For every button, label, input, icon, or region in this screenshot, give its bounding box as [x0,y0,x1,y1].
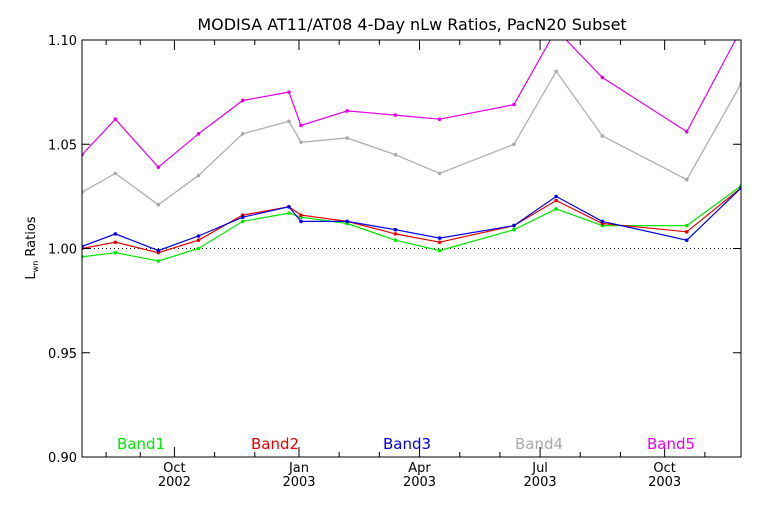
axes-group: 0.900.951.001.051.10Oct2002Jan2003Apr200… [48,34,742,490]
data-point-band3 [287,205,291,209]
series-band1 [82,184,741,263]
data-point-band4 [113,171,118,176]
legend-label-band4: Band4 [515,435,563,453]
data-point-band1 [437,248,442,253]
data-point-band2 [554,198,558,203]
data-point-band3 [156,248,161,253]
data-point-band3 [600,219,605,224]
data-point-band3 [345,219,350,224]
data-point-band5 [156,165,161,169]
chart-title: MODISA AT11/AT08 4-Day nLw Ratios, PacN2… [197,15,626,34]
data-point-band5 [113,117,118,122]
data-point-band4 [437,171,442,176]
data-point-band3 [240,215,245,220]
data-point-band1 [240,219,245,224]
data-point-band3 [299,219,303,224]
data-point-band3 [437,236,442,240]
data-point-band1 [196,246,201,251]
y-tick-label: 1.10 [48,34,77,49]
data-point-band4 [393,152,398,157]
series-band3 [82,186,741,253]
x-tick-label-month: Oct [653,461,675,476]
x-tick-label-year: 2003 [648,475,681,490]
data-point-band5 [287,90,291,94]
x-tick-label-year: 2003 [403,475,436,490]
data-point-band5 [393,113,398,117]
data-point-band5 [240,98,245,103]
data-point-band2 [113,240,118,245]
y-tick-label: 0.95 [48,347,77,362]
x-tick-label-month: Jul [531,461,548,476]
legend-label-band3: Band3 [383,435,431,453]
x-tick-label-month: Oct [163,461,185,476]
data-point-band3 [554,194,558,199]
data-point-band5 [196,132,201,136]
data-point-band5 [437,117,442,122]
data-point-band3 [512,223,516,228]
data-point-band5 [345,109,350,113]
data-point-band4 [345,136,350,140]
data-point-band2 [196,238,201,242]
data-point-band1 [554,207,558,211]
x-tick-label-month: Jan [288,461,309,476]
data-point-band4 [299,140,303,144]
x-tick-label-year: 2003 [282,475,315,490]
y-axis-label: Lwn Ratios [24,216,40,279]
y-tick-label: 1.05 [48,138,77,153]
data-point-band1 [512,227,516,232]
data-point-band4 [600,134,605,138]
data-point-band3 [393,227,398,232]
data-point-band4 [287,119,291,124]
data-point-band4 [554,69,558,74]
data-point-band1 [156,259,161,263]
y-axis-label-main: L [24,272,39,280]
data-point-band2 [437,240,442,245]
data-point-band2 [684,230,689,234]
data-point-band3 [684,238,689,242]
data-point-band4 [156,202,161,207]
data-point-band1 [393,238,398,242]
data-point-band3 [113,232,118,236]
y-tick-label: 1.00 [48,243,77,258]
data-point-band4 [684,177,689,182]
x-tick-label-year: 2002 [158,475,191,490]
data-point-band1 [287,211,291,215]
data-point-band4 [512,142,516,147]
data-point-band5 [299,123,303,128]
series-band5 [82,40,737,169]
y-axis-label-tail: Ratios [24,216,39,261]
series-group [82,40,741,263]
legend-label-band1: Band1 [117,435,165,453]
legend-label-band5: Band5 [647,435,695,453]
x-tick-label-month: Apr [408,461,431,476]
data-point-band2 [299,213,303,217]
y-axis-label-subscript: wn [31,261,40,273]
data-point-band1 [684,223,689,228]
data-point-band5 [600,75,605,80]
x-tick-label-year: 2003 [524,475,557,490]
data-point-band2 [393,232,398,236]
data-point-band4 [196,173,201,178]
y-tick-label: 0.90 [48,451,77,466]
legend-group: Band1 Band2 Band3 Band4 Band5 [117,435,695,453]
data-point-band1 [113,250,118,255]
data-point-band5 [512,102,516,107]
series-band4 [82,69,741,207]
data-point-band3 [196,234,201,238]
data-point-band5 [684,129,689,134]
data-point-band4 [240,132,245,136]
legend-label-band2: Band2 [251,435,299,453]
